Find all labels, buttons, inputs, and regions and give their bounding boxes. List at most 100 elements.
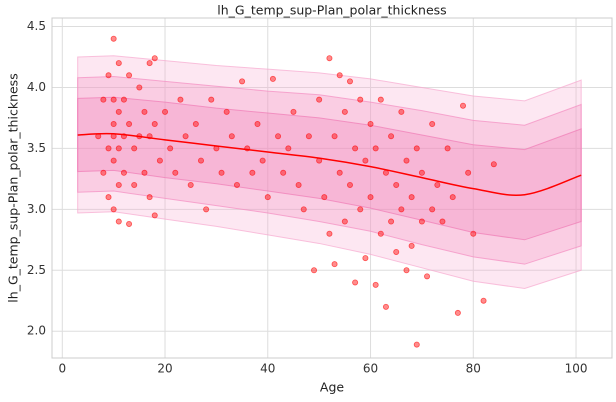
scatter-point (120, 169, 127, 176)
scatter-point (264, 194, 271, 201)
scatter-point (146, 194, 153, 201)
scatter-point (131, 181, 138, 188)
scatter-point (393, 181, 400, 188)
scatter-point (321, 194, 328, 201)
scatter-point (228, 133, 235, 140)
scatter-point (490, 161, 497, 168)
plot-frame (51, 17, 613, 359)
scatter-point (418, 169, 425, 176)
scatter-point (403, 267, 410, 274)
y-tick-label: 3.0 (27, 202, 46, 216)
scatter-point (413, 341, 420, 348)
scatter-point (357, 206, 364, 213)
scatter-point (105, 194, 112, 201)
scatter-point (326, 230, 333, 237)
scatter-point (151, 55, 158, 62)
scatter-point (429, 206, 436, 213)
scatter-point (388, 133, 395, 140)
scatter-point (239, 78, 246, 85)
scatter-point (187, 181, 194, 188)
scatter-point (110, 96, 117, 103)
scatter-point (280, 169, 287, 176)
scatter-point (372, 281, 379, 288)
scatter-point (259, 157, 266, 164)
y-tick-label: 3.5 (27, 141, 46, 155)
scatter-point (126, 72, 133, 79)
scatter-point (341, 218, 348, 225)
centile-band (77, 96, 582, 241)
scatter-point (367, 121, 374, 128)
scatter-point (341, 108, 348, 115)
x-tick-label: 80 (466, 362, 481, 376)
scatter-point (377, 230, 384, 237)
y-tick-label: 2.5 (27, 263, 46, 277)
scatter-point (465, 169, 472, 176)
scatter-point (326, 55, 333, 62)
scatter-point (110, 206, 117, 213)
scatter-point (470, 230, 477, 237)
centile-band (77, 75, 582, 265)
scatter-point (331, 133, 338, 140)
scatter-point (362, 255, 369, 262)
scatter-point (197, 157, 204, 164)
centile-band (77, 55, 582, 290)
scatter-point (290, 108, 297, 115)
centile-curve (77, 132, 582, 196)
scatter-point (454, 309, 461, 316)
scatter-point (162, 108, 169, 115)
scatter-point (352, 145, 359, 152)
scatter-point (120, 96, 127, 103)
scatter-point (141, 169, 148, 176)
scatter-point (269, 75, 276, 82)
scatter-point (275, 133, 282, 140)
scatter-point (223, 108, 230, 115)
scatter-point (424, 273, 431, 280)
y-tick-label: 4.5 (27, 19, 46, 33)
scatter-point (388, 218, 395, 225)
x-axis-label: Age (320, 380, 344, 395)
chart-title: lh_G_temp_sup-Plan_polar_thickness (217, 3, 446, 18)
scatter-point (100, 96, 107, 103)
scatter-point (115, 218, 122, 225)
scatter-point (346, 78, 353, 85)
scatter-point (208, 96, 215, 103)
scatter-point (115, 181, 122, 188)
scatter-point (352, 279, 359, 286)
scatter-point (336, 169, 343, 176)
scatter-point (362, 157, 369, 164)
scatter-point (460, 102, 467, 109)
scatter-point (295, 181, 302, 188)
scatter-point (192, 121, 199, 128)
x-tick-label: 60 (363, 362, 378, 376)
y-tick-label: 2.0 (27, 324, 46, 338)
scatter-point (126, 121, 133, 128)
scatter-point (172, 169, 179, 176)
scatter-point (105, 145, 112, 152)
scatter-point (393, 248, 400, 255)
scatter-point (233, 181, 240, 188)
scatter-point (141, 108, 148, 115)
scatter-point (444, 145, 451, 152)
scatter-point (449, 194, 456, 201)
scatter-point (126, 220, 133, 227)
scatter-point (182, 133, 189, 140)
scatter-point (218, 169, 225, 176)
scatter-point (398, 108, 405, 115)
scatter-point (429, 121, 436, 128)
scatter-point (285, 145, 292, 152)
y-axis-label: lh_G_temp_sup-Plan_polar_thickness (6, 73, 21, 302)
scatter-point (398, 206, 405, 213)
scatter-point (110, 35, 117, 42)
scatter-point (377, 96, 384, 103)
y-tick-label: 4.0 (27, 80, 46, 94)
scatter-point (131, 145, 138, 152)
scatter-point (367, 194, 374, 201)
scatter-point (382, 303, 389, 310)
plot-area (77, 35, 582, 348)
scatter-point (439, 218, 446, 225)
scatter-point (413, 145, 420, 152)
x-tick-label: 20 (157, 362, 172, 376)
x-tick-label: 100 (565, 362, 588, 376)
scatter-point (105, 72, 112, 79)
